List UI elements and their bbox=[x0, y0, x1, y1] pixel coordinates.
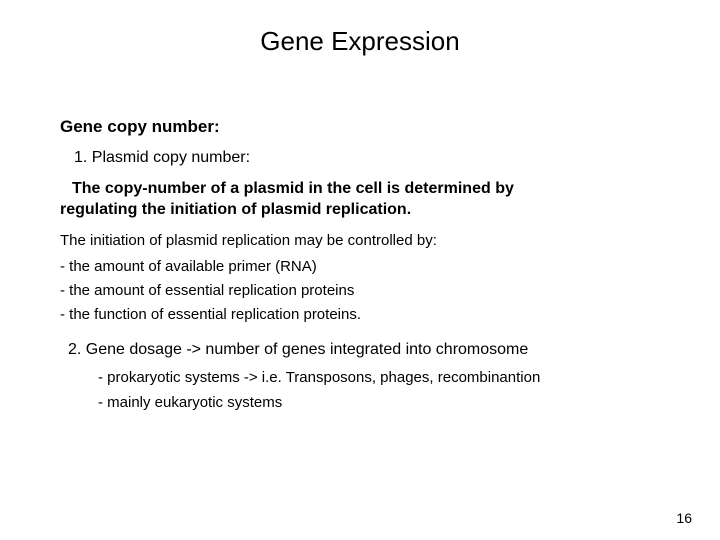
slide-content: Gene Expression Gene copy number: 1. Pla… bbox=[0, 0, 720, 439]
body-bold-paragraph: The copy-number of a plasmid in the cell… bbox=[60, 179, 660, 221]
body-bold-line1: The copy-number of a plasmid in the cell… bbox=[72, 180, 514, 197]
bullet-1: - the amount of available primer (RNA) bbox=[60, 258, 660, 275]
slide-title: Gene Expression bbox=[60, 26, 660, 57]
body-text-intro: The initiation of plasmid replication ma… bbox=[60, 231, 660, 251]
list-item-1: 1. Plasmid copy number: bbox=[74, 149, 660, 167]
body-bold-line2: regulating the initiation of plasmid rep… bbox=[60, 201, 411, 218]
bullet-3: - the function of essential replication … bbox=[60, 306, 660, 323]
bullet-2: - the amount of essential replication pr… bbox=[60, 282, 660, 299]
sub-bullet-1: - prokaryotic systems -> i.e. Transposon… bbox=[98, 369, 660, 386]
page-number: 16 bbox=[676, 510, 692, 526]
list-item-2: 2. Gene dosage -> number of genes integr… bbox=[68, 341, 660, 359]
sub-bullet-2: - mainly eukaryotic systems bbox=[98, 394, 660, 411]
section-heading: Gene copy number: bbox=[60, 117, 660, 137]
